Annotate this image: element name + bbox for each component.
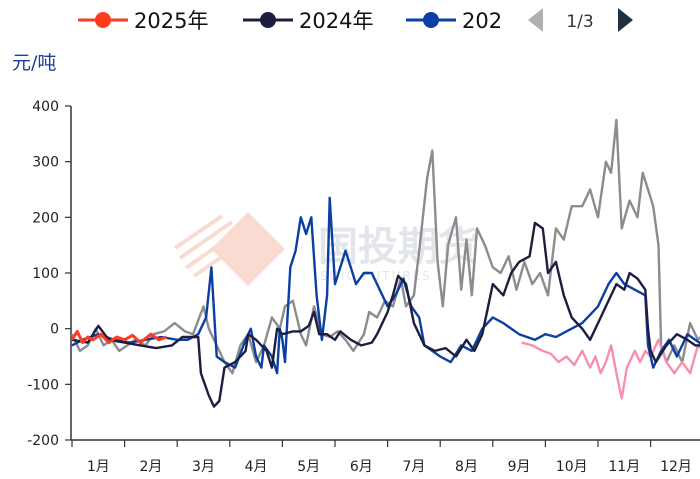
series-line-1 bbox=[71, 221, 700, 408]
legend-item-202x[interactable]: 202 bbox=[406, 9, 502, 33]
x-tick-label: 12月 bbox=[660, 459, 692, 475]
legend-item-2025[interactable]: 2025年 bbox=[78, 9, 208, 33]
series-line-4 bbox=[521, 338, 700, 400]
legend-marker-202x bbox=[423, 12, 439, 28]
y-tick-label: -200 bbox=[27, 433, 59, 449]
series-line-0 bbox=[70, 329, 168, 345]
x-tick-label: 8月 bbox=[455, 459, 478, 475]
y-tick-label: 0 bbox=[50, 322, 59, 338]
legend-marker-2025 bbox=[95, 12, 111, 28]
y-tick-label: -100 bbox=[27, 377, 59, 393]
legend-label-2024: 2024年 bbox=[299, 9, 373, 33]
pager-text: 1/3 bbox=[566, 12, 593, 32]
legend-item-2024[interactable]: 2024年 bbox=[243, 9, 373, 33]
pager-prev-icon[interactable] bbox=[528, 8, 543, 32]
y-axis-ticks: -200 -100 0 100 200 300 400 bbox=[27, 99, 71, 449]
legend: 2025年 2024年 202 1/3 bbox=[78, 8, 633, 33]
x-tick-label: 3月 bbox=[192, 459, 215, 475]
legend-label-2025: 2025年 bbox=[134, 9, 208, 33]
unit-label: 元/吨 bbox=[12, 52, 56, 74]
x-tick-label: 11月 bbox=[608, 459, 640, 475]
x-tick-label: 5月 bbox=[297, 459, 320, 475]
x-tick-label: 7月 bbox=[402, 459, 425, 475]
legend-marker-2024 bbox=[260, 12, 276, 28]
y-tick-label: 400 bbox=[32, 99, 59, 115]
x-tick-label: 2月 bbox=[139, 459, 162, 475]
series-line-2 bbox=[71, 196, 700, 375]
series-group bbox=[70, 118, 700, 408]
x-axis-ticks: 1月 2月 3月 4月 5月 6月 7月 8月 9月 10月 11月 12月 bbox=[71, 440, 692, 475]
legend-label-202x: 202 bbox=[462, 9, 502, 33]
pager-next-icon[interactable] bbox=[618, 8, 633, 32]
y-tick-label: 200 bbox=[32, 210, 59, 226]
x-tick-label: 10月 bbox=[556, 459, 588, 475]
series-line-3 bbox=[70, 118, 700, 375]
x-tick-label: 6月 bbox=[350, 459, 373, 475]
x-tick-label: 9月 bbox=[508, 459, 531, 475]
x-tick-label: 1月 bbox=[87, 459, 110, 475]
x-tick-label: 4月 bbox=[245, 459, 268, 475]
y-tick-label: 300 bbox=[32, 155, 59, 171]
y-tick-label: 100 bbox=[32, 266, 59, 282]
watermark: 国投期货 SDIC FUTURES bbox=[173, 212, 478, 286]
watermark-logo-icon bbox=[173, 212, 285, 286]
